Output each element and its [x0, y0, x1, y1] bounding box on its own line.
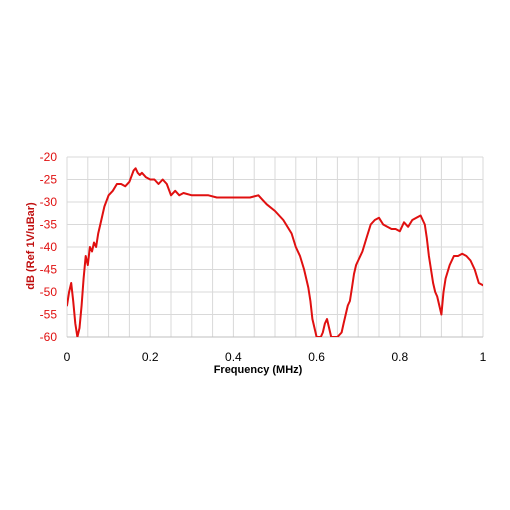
x-axis-ticks: 0 0.2 0.4 0.6 0.8 1: [64, 350, 487, 364]
y-axis-title: dB (Ref 1V/uBar): [25, 202, 37, 290]
x-tick-label: 1: [480, 350, 487, 364]
y-tick-label: -50: [40, 285, 58, 299]
y-tick-label: -45: [40, 263, 58, 277]
x-tick-label: 0.6: [308, 350, 325, 364]
y-tick-label: -55: [40, 308, 58, 322]
x-tick-label: 0: [64, 350, 71, 364]
y-axis-ticks: -20 -25 -30 -35 -40 -45 -50 -55 -60: [40, 150, 58, 344]
y-tick-label: -30: [40, 195, 58, 209]
series-line: [67, 167, 483, 337]
series-layer: [67, 167, 483, 337]
x-tick-label: 0.2: [142, 350, 159, 364]
x-tick-label: 0.8: [391, 350, 408, 364]
y-tick-label: -40: [40, 240, 58, 254]
grid: [66, 156, 484, 338]
y-tick-label: -60: [40, 330, 58, 344]
y-tick-label: -25: [40, 173, 58, 187]
y-tick-label: -20: [40, 150, 58, 164]
x-tick-label: 0.4: [225, 350, 242, 364]
x-axis-title: Frequency (MHz): [214, 364, 303, 376]
y-tick-label: -35: [40, 218, 58, 232]
